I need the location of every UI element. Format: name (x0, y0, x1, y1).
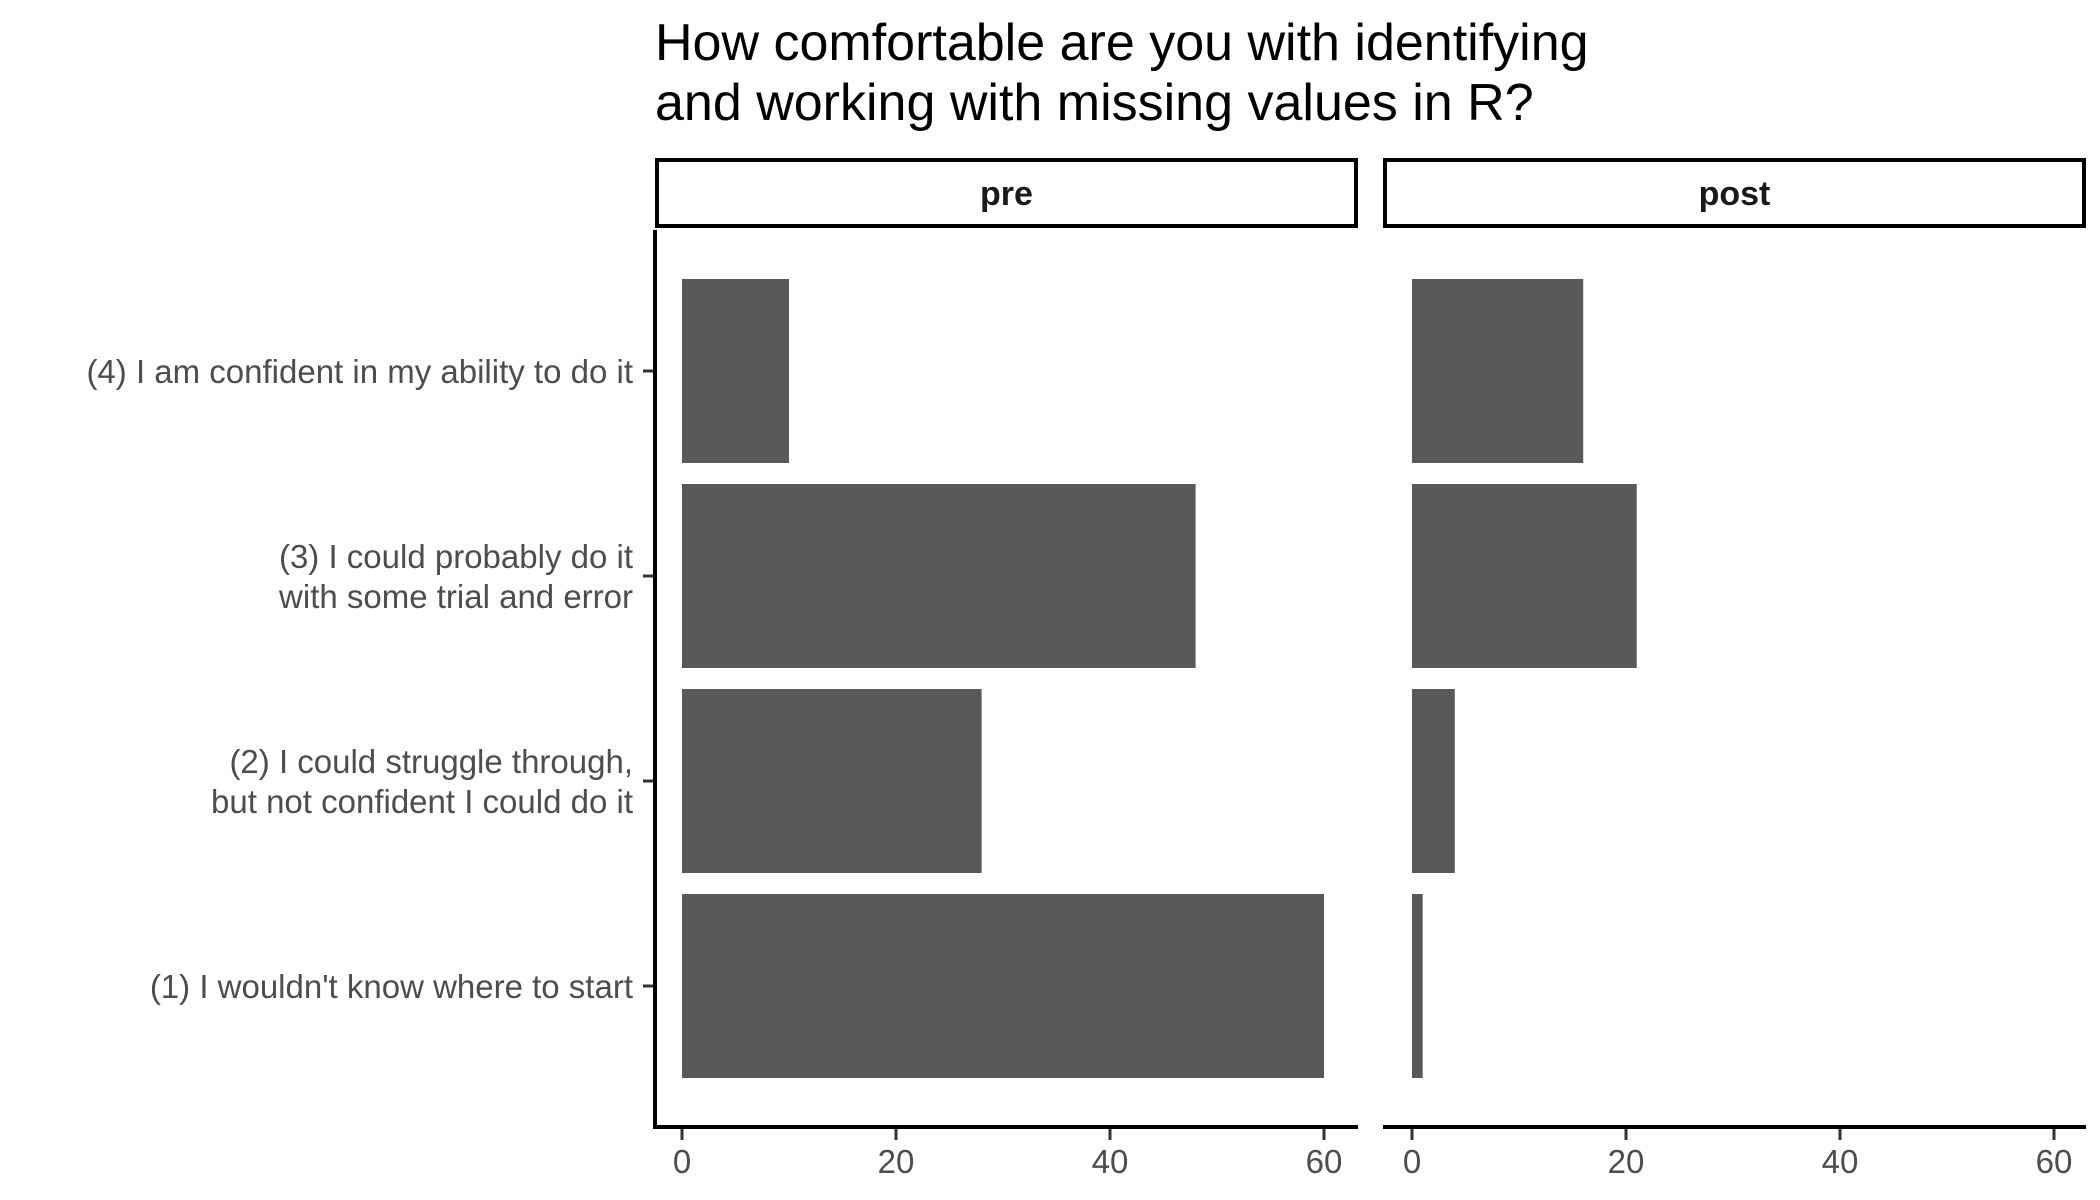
x-tick-label: 20 (878, 1143, 915, 1180)
bar (682, 689, 982, 873)
facet-strip (1383, 158, 2086, 228)
bar (682, 894, 1324, 1078)
facet-strip (655, 158, 1358, 228)
category-label: (1) I wouldn't know where to start (150, 968, 633, 1005)
category-label: (4) I am confident in my ability to do i… (86, 353, 633, 390)
bar (1412, 484, 1637, 668)
facet-strip-label: post (1699, 175, 1771, 213)
category-label: (3) I could probably do it with some tria… (278, 538, 633, 615)
bar (1412, 894, 1423, 1078)
x-tick-label: 20 (1608, 1143, 1645, 1180)
facet-strip-label: pre (980, 175, 1033, 213)
plot-area: (1) I wouldn't know where to start (2) I … (86, 158, 2086, 1180)
x-tick-label: 0 (1403, 1143, 1421, 1180)
category-label: (2) I could struggle through, but not con… (211, 743, 633, 820)
x-tick-label: 40 (1092, 1143, 1129, 1180)
x-tick-label: 60 (1306, 1143, 1343, 1180)
bar (682, 484, 1196, 668)
bar (682, 279, 789, 463)
chart-title-line-2: and working with missing values in R? (655, 74, 1534, 132)
x-tick-label: 60 (2036, 1143, 2073, 1180)
bar (1412, 689, 1455, 873)
x-tick-label: 0 (673, 1143, 691, 1180)
bar (1412, 279, 1584, 463)
x-tick-label: 40 (1822, 1143, 1859, 1180)
chart-title-line-1: How comfortable are you with identifying (655, 14, 1589, 72)
